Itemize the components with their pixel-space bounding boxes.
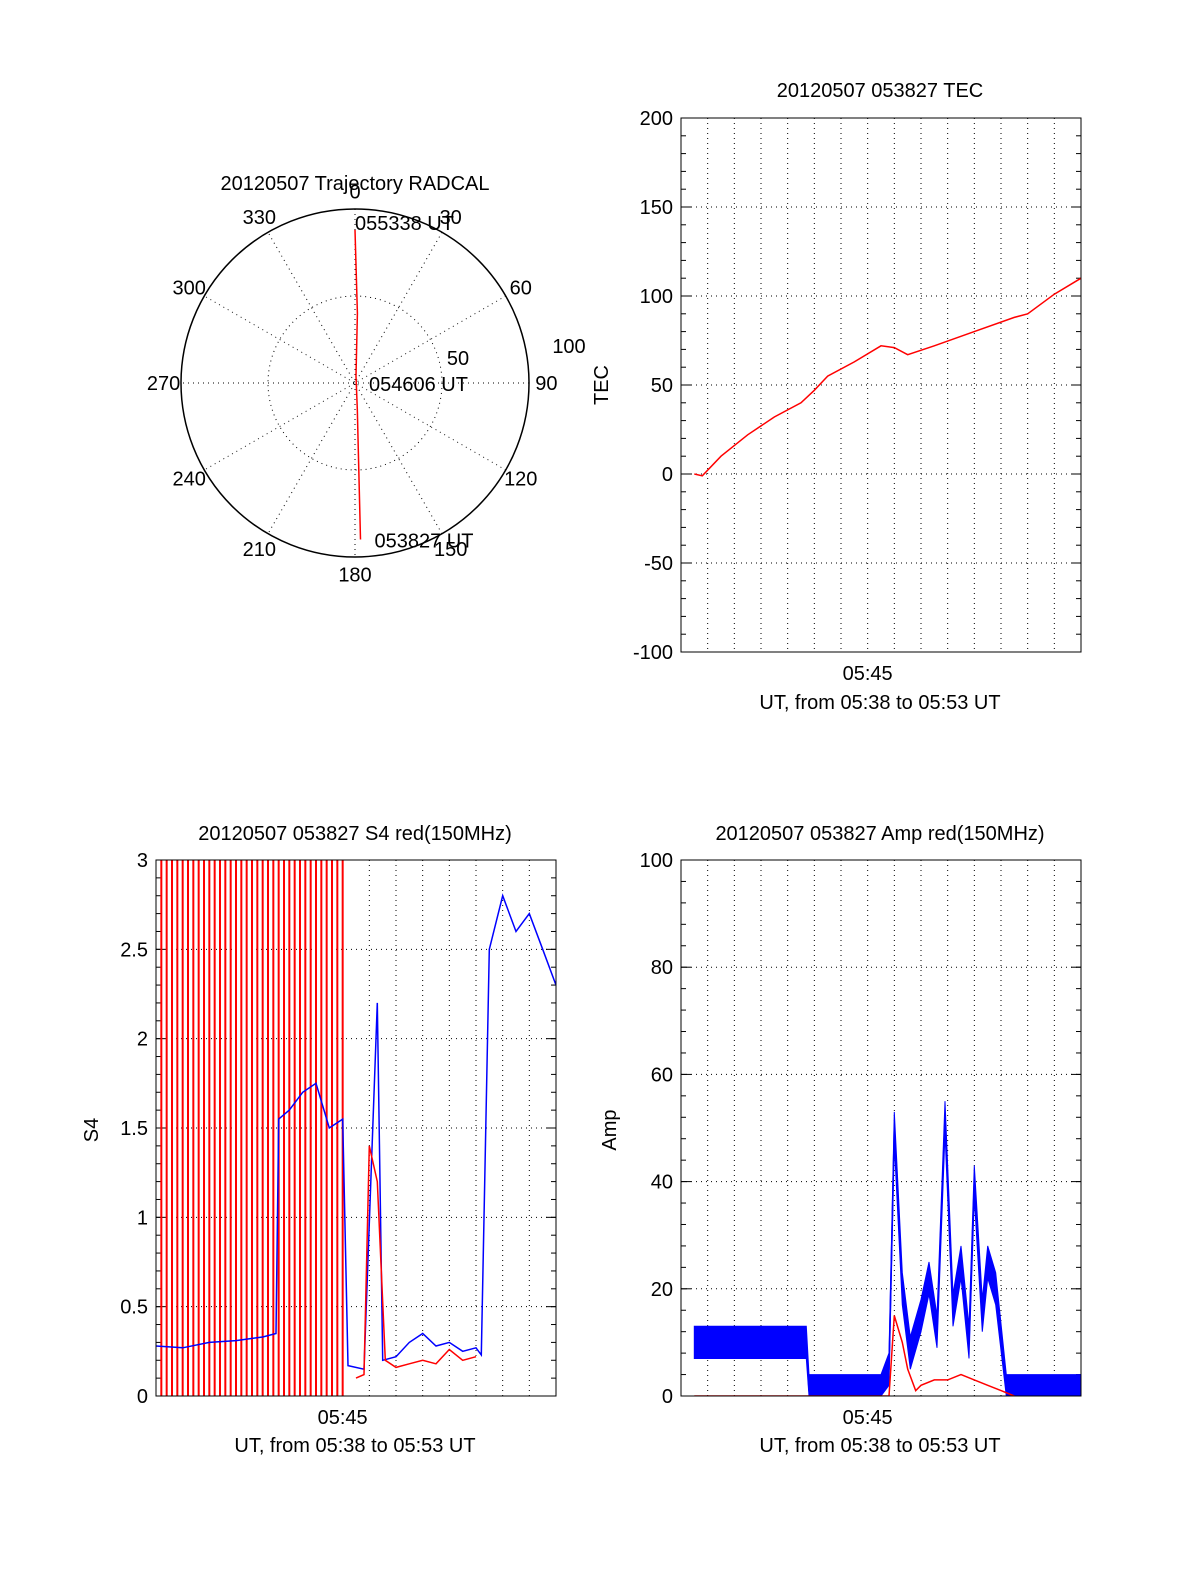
amp-title: 20120507 053827 Amp red(150MHz) [715,823,1044,845]
plot-frame [680,859,1082,1397]
tec-ylabel: TEC [591,365,613,405]
series-line-1 [694,1315,1015,1396]
time-annotation: 054606 UT [369,374,468,396]
tec-plot: 20120507 053827 TEC TEC UT, from 05:38 t… [591,80,1082,714]
series-group [693,1101,1081,1396]
azimuth-label: 270 [147,373,180,395]
x-tick-label: 05:45 [843,663,893,685]
trajectory-line [354,229,362,540]
y-tick-label: 50 [651,375,673,397]
y-tick-label: 0 [137,1386,148,1408]
y-tick-label: 2.5 [120,939,148,961]
s4-plot: 20120507 053827 S4 red(150MHz) S4 UT, fr… [81,823,557,1457]
azimuth-label: 330 [243,207,276,229]
y-tick-label: 100 [640,850,673,872]
series-line-1 [355,1145,477,1379]
y-tick-label: 80 [651,957,673,979]
polar-spoke [267,232,443,534]
y-tick-label: 0.5 [120,1297,148,1319]
azimuth-label: 90 [535,373,557,395]
series-line-0 [694,277,1081,477]
polar-ring [267,295,443,471]
polar-plot: 20120507 Trajectory RADCAL 0 30 60 90 120 150… [147,173,586,586]
series-band-0 [693,1101,1081,1396]
amp-plot: 20120507 053827 Amp red(150MHz) Amp UT, … [599,823,1082,1457]
amp-ylabel: Amp [599,1109,621,1150]
azimuth-label: 210 [243,539,276,561]
tec-xlabel: UT, from 05:38 to 05:53 UT [759,692,1000,714]
y-tick-label: 150 [640,197,673,219]
y-tick-label: 200 [640,108,673,130]
y-tick-label: 2 [137,1029,148,1051]
x-tick-label: 05:45 [318,1407,368,1429]
radial-label: 50 [447,348,469,370]
y-tick-label: 60 [651,1064,673,1086]
y-tick-label: -50 [644,553,673,575]
azimuth-label: 120 [504,469,537,491]
y-tick-label: 0 [662,464,673,486]
y-tick-label: 1.5 [120,1118,148,1140]
y-tick-label: -100 [633,642,673,664]
azimuth-label: 0 [349,182,360,204]
azimuth-label: 180 [338,564,371,586]
plot-frame [155,859,557,1397]
s4-ylabel: S4 [81,1118,103,1142]
series-line-0 [156,893,556,1371]
y-tick-label: 20 [651,1279,673,1301]
radial-label: 100 [552,336,585,358]
azimuth-label: 150 [434,539,467,561]
series-group [694,277,1081,477]
y-tick-label: 100 [640,286,673,308]
plot-frame [680,117,1082,653]
polar-title: 20120507 Trajectory RADCAL [220,173,489,195]
tec-title: 20120507 053827 TEC [777,80,983,102]
series-group [156,860,556,1396]
amp-xlabel: UT, from 05:38 to 05:53 UT [759,1435,1000,1457]
s4-title: 20120507 053827 S4 red(150MHz) [198,823,512,845]
azimuth-label: 300 [173,277,206,299]
y-tick-label: 0 [662,1386,673,1408]
azimuth-label: 60 [510,277,532,299]
time-annotation: 053827 UT [374,531,473,553]
polar-spoke [267,232,443,534]
azimuth-label: 30 [440,207,462,229]
time-annotation: 055338 UT [355,213,454,235]
y-tick-label: 3 [137,850,148,872]
y-tick-label: 40 [651,1172,673,1194]
s4-xlabel: UT, from 05:38 to 05:53 UT [234,1435,475,1457]
x-tick-label: 05:45 [843,1407,893,1429]
series-line-0 [694,1117,1081,1392]
azimuth-label: 240 [173,469,206,491]
y-tick-label: 1 [137,1207,148,1229]
